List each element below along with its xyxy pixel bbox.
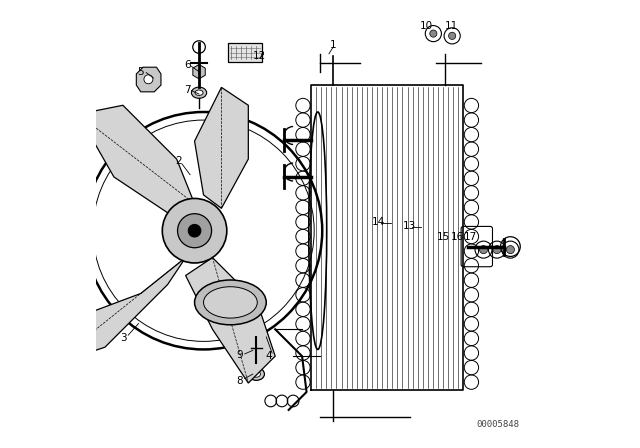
Text: 2: 2 <box>175 156 182 166</box>
Polygon shape <box>51 258 186 365</box>
Circle shape <box>506 246 515 254</box>
Polygon shape <box>78 105 195 213</box>
Ellipse shape <box>195 280 266 325</box>
Bar <box>228 43 262 62</box>
Polygon shape <box>186 258 275 383</box>
Text: 10: 10 <box>420 21 433 31</box>
Ellipse shape <box>252 371 260 377</box>
Circle shape <box>163 198 227 263</box>
Circle shape <box>479 246 488 254</box>
Text: 6: 6 <box>184 60 191 70</box>
Text: 14: 14 <box>372 217 385 227</box>
Ellipse shape <box>204 287 257 318</box>
Circle shape <box>177 214 212 248</box>
Text: 12: 12 <box>253 51 266 61</box>
Text: 17: 17 <box>464 232 477 241</box>
Ellipse shape <box>191 87 207 99</box>
Circle shape <box>188 224 201 237</box>
Polygon shape <box>195 87 248 208</box>
Text: 15: 15 <box>436 232 450 241</box>
Ellipse shape <box>248 368 264 380</box>
Text: 16: 16 <box>451 232 464 241</box>
Text: 4: 4 <box>265 351 272 361</box>
Circle shape <box>430 30 437 37</box>
Polygon shape <box>193 65 205 79</box>
Polygon shape <box>136 67 161 92</box>
Circle shape <box>449 32 456 39</box>
Text: 8: 8 <box>236 376 243 386</box>
Text: 11: 11 <box>445 21 458 31</box>
Circle shape <box>144 75 153 84</box>
Ellipse shape <box>195 90 203 95</box>
Text: 7: 7 <box>184 85 191 95</box>
Text: 13: 13 <box>403 221 416 231</box>
Text: 9: 9 <box>236 350 243 360</box>
Text: 5: 5 <box>138 67 144 77</box>
Text: 00005848: 00005848 <box>476 420 519 429</box>
Circle shape <box>493 246 501 254</box>
Text: 3: 3 <box>120 333 127 343</box>
Text: 1: 1 <box>330 40 337 50</box>
